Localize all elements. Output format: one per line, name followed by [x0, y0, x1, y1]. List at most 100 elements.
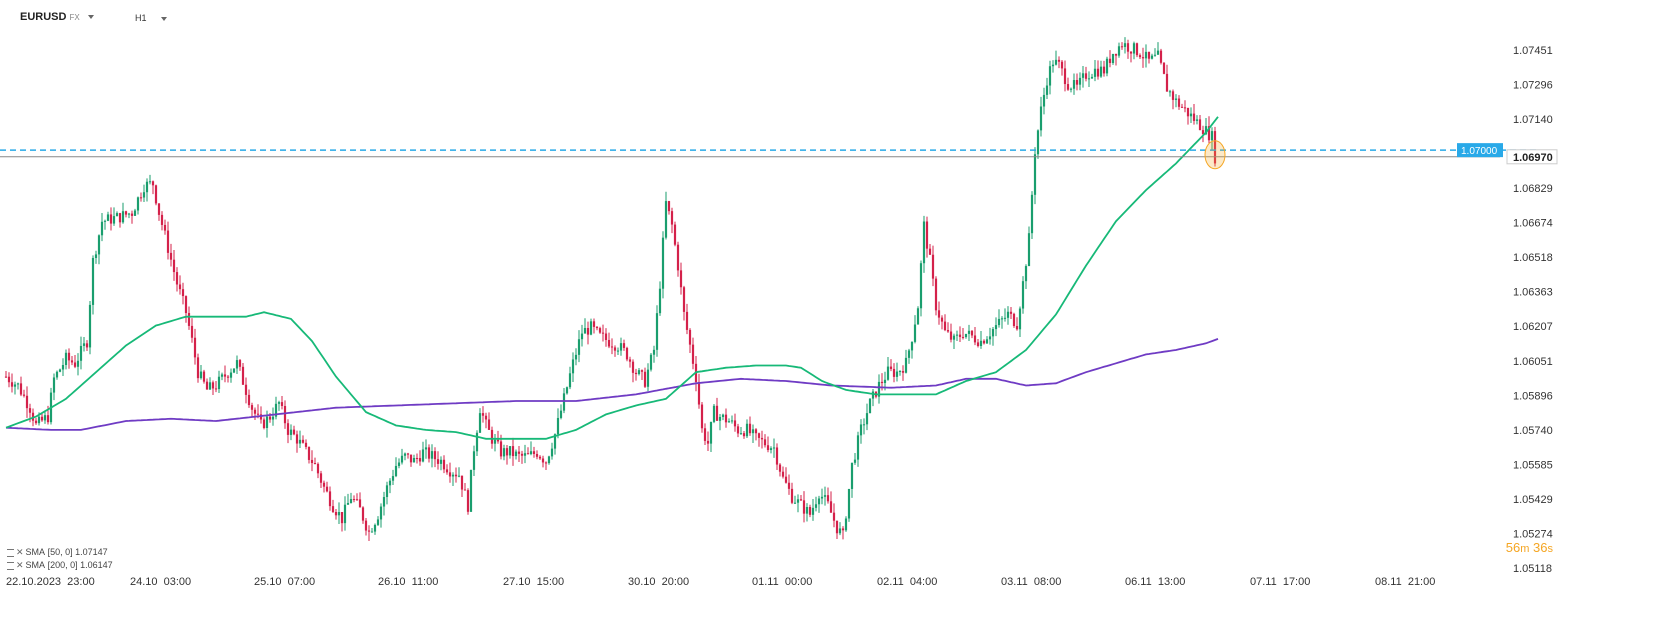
- candle-body: [841, 528, 845, 531]
- candle-body: [808, 506, 812, 515]
- candle-body: [973, 335, 977, 343]
- candle-body: [76, 360, 80, 367]
- candle-body: [448, 472, 452, 477]
- candle-body: [778, 464, 782, 472]
- candle-body: [211, 382, 215, 389]
- x-tick-label: 26.10 11:00: [378, 576, 438, 588]
- candle-body: [952, 335, 956, 340]
- x-tick-label: 02.11 04:00: [877, 576, 937, 588]
- candle-body: [118, 213, 122, 223]
- candle-body: [640, 370, 644, 372]
- candle-body: [976, 342, 980, 347]
- candle-body: [91, 257, 95, 305]
- candle-body: [289, 429, 293, 435]
- candle-body: [265, 416, 269, 429]
- candle-body: [571, 359, 575, 374]
- candle-body: [208, 382, 212, 390]
- timeframe-label: H1: [135, 13, 147, 23]
- candle-body: [487, 419, 491, 430]
- candle-body: [538, 456, 542, 459]
- candle-body: [553, 434, 557, 449]
- candle-body: [13, 384, 17, 387]
- countdown-seconds-unit: s: [1547, 543, 1554, 555]
- legend-value: 1.06147: [80, 560, 113, 570]
- candle-body: [127, 213, 131, 215]
- candle-body: [961, 336, 965, 338]
- candle-body: [187, 313, 191, 326]
- timeframe-selector[interactable]: H1: [135, 13, 167, 23]
- candle-body: [775, 447, 779, 465]
- candle-body: [1009, 311, 1013, 314]
- candle-body: [1156, 50, 1160, 55]
- candle-body: [268, 416, 272, 420]
- candle-body: [439, 459, 443, 464]
- candle-body: [1111, 53, 1115, 63]
- candle-body: [349, 499, 353, 503]
- legend-sma-200[interactable]: ✕ SMA [200, 0] 1.06147: [7, 560, 113, 571]
- candle-body: [223, 374, 227, 377]
- candle-body: [616, 350, 620, 352]
- candle-body: [595, 326, 599, 329]
- legend-params: [50, 0]: [47, 547, 73, 557]
- candle-body: [184, 296, 188, 314]
- candle-body: [1099, 66, 1103, 77]
- candle-body: [1171, 91, 1175, 100]
- close-icon[interactable]: ✕: [16, 560, 24, 570]
- candle-body: [1024, 266, 1028, 282]
- x-tick-label: 01.11 00:00: [752, 576, 812, 588]
- candle-body: [418, 458, 422, 462]
- close-icon[interactable]: ✕: [16, 547, 24, 557]
- candle-body: [736, 426, 740, 434]
- candle-body: [526, 453, 530, 455]
- candle-body: [652, 349, 656, 355]
- candle-body: [52, 377, 56, 393]
- candle-body: [997, 318, 1001, 326]
- symbol-selector[interactable]: EURUSD FX: [20, 11, 94, 23]
- y-tick-label: 1.06363: [1513, 287, 1553, 299]
- candle-body: [421, 449, 425, 462]
- candle-body: [1213, 131, 1217, 164]
- y-tick-label: 1.06829: [1513, 183, 1553, 195]
- chart-header: EURUSD FX H1: [0, 0, 1653, 36]
- candle-body: [481, 413, 485, 416]
- candle-body: [37, 416, 41, 424]
- candle-body: [844, 518, 848, 531]
- candle-body: [454, 474, 458, 477]
- candle-body: [1141, 57, 1145, 59]
- candle-body: [1168, 91, 1172, 93]
- candle-body: [703, 428, 707, 441]
- candle-body: [964, 333, 968, 338]
- candle-body: [496, 439, 500, 442]
- candle-body: [937, 310, 941, 318]
- candle-body: [724, 414, 728, 423]
- candle-body: [904, 357, 908, 373]
- candle-body: [244, 384, 248, 395]
- candle-body: [673, 224, 677, 245]
- legend-sma-50[interactable]: ✕ SMA [50, 0] 1.07147: [7, 547, 108, 558]
- candle-body: [271, 416, 275, 420]
- last-price-label: 1.06970: [1513, 152, 1553, 164]
- candle-body: [442, 459, 446, 470]
- candle-body: [751, 429, 755, 434]
- candle-body: [781, 471, 785, 477]
- candle-body: [829, 501, 833, 513]
- candle-body: [826, 495, 830, 502]
- candle-body: [502, 448, 506, 457]
- candle-body: [283, 405, 287, 424]
- candle-body: [802, 500, 806, 514]
- candle-body: [760, 437, 764, 440]
- candle-body: [610, 346, 614, 348]
- candle-body: [376, 519, 380, 525]
- candle-body: [460, 475, 464, 490]
- candle-body: [1198, 119, 1202, 131]
- candle-body: [853, 459, 857, 463]
- candle-body: [61, 365, 65, 370]
- candle-body: [790, 488, 794, 503]
- candle-body: [970, 330, 974, 336]
- candle-body: [19, 383, 23, 395]
- candle-body: [346, 502, 350, 505]
- candle-body: [1144, 51, 1148, 59]
- candle-body: [982, 340, 986, 344]
- candle-countdown: 56m 36s: [1506, 540, 1553, 555]
